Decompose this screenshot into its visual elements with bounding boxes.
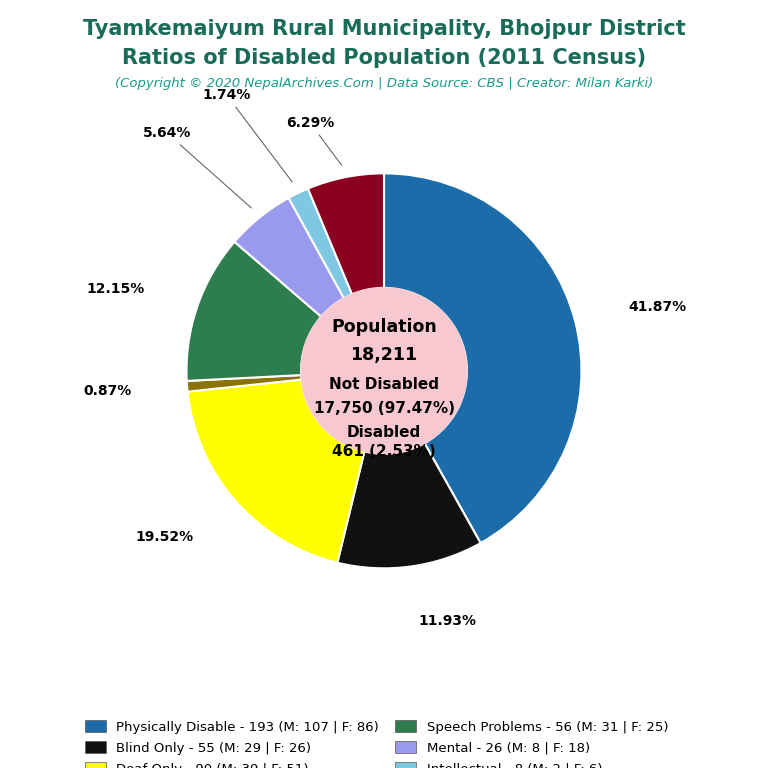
Wedge shape — [384, 174, 581, 543]
Text: 11.93%: 11.93% — [419, 614, 476, 628]
Wedge shape — [337, 443, 481, 568]
Text: 17,750 (97.47%): 17,750 (97.47%) — [313, 401, 455, 415]
Circle shape — [301, 288, 467, 454]
Wedge shape — [187, 375, 302, 392]
Wedge shape — [187, 242, 321, 381]
Text: 461 (2.53%): 461 (2.53%) — [332, 445, 436, 459]
Wedge shape — [187, 379, 364, 563]
Text: Population: Population — [331, 319, 437, 336]
Text: 18,211: 18,211 — [350, 346, 418, 364]
Wedge shape — [308, 174, 384, 294]
Text: Tyamkemaiyum Rural Municipality, Bhojpur District: Tyamkemaiyum Rural Municipality, Bhojpur… — [83, 19, 685, 39]
Text: Ratios of Disabled Population (2011 Census): Ratios of Disabled Population (2011 Cens… — [122, 48, 646, 68]
Text: 19.52%: 19.52% — [136, 531, 194, 545]
Legend: Physically Disable - 193 (M: 107 | F: 86), Blind Only - 55 (M: 29 | F: 26), Deaf: Physically Disable - 193 (M: 107 | F: 86… — [84, 720, 684, 768]
Text: (Copyright © 2020 NepalArchives.Com | Data Source: CBS | Creator: Milan Karki): (Copyright © 2020 NepalArchives.Com | Da… — [115, 77, 653, 90]
Text: 6.29%: 6.29% — [286, 116, 342, 165]
Text: Not Disabled: Not Disabled — [329, 377, 439, 392]
Text: 5.64%: 5.64% — [143, 126, 251, 208]
Text: 41.87%: 41.87% — [628, 300, 687, 314]
Text: 0.87%: 0.87% — [84, 384, 132, 398]
Text: 12.15%: 12.15% — [87, 282, 145, 296]
Text: 1.74%: 1.74% — [203, 88, 292, 182]
Text: Disabled: Disabled — [347, 425, 421, 439]
Wedge shape — [289, 189, 352, 298]
Wedge shape — [234, 198, 344, 316]
